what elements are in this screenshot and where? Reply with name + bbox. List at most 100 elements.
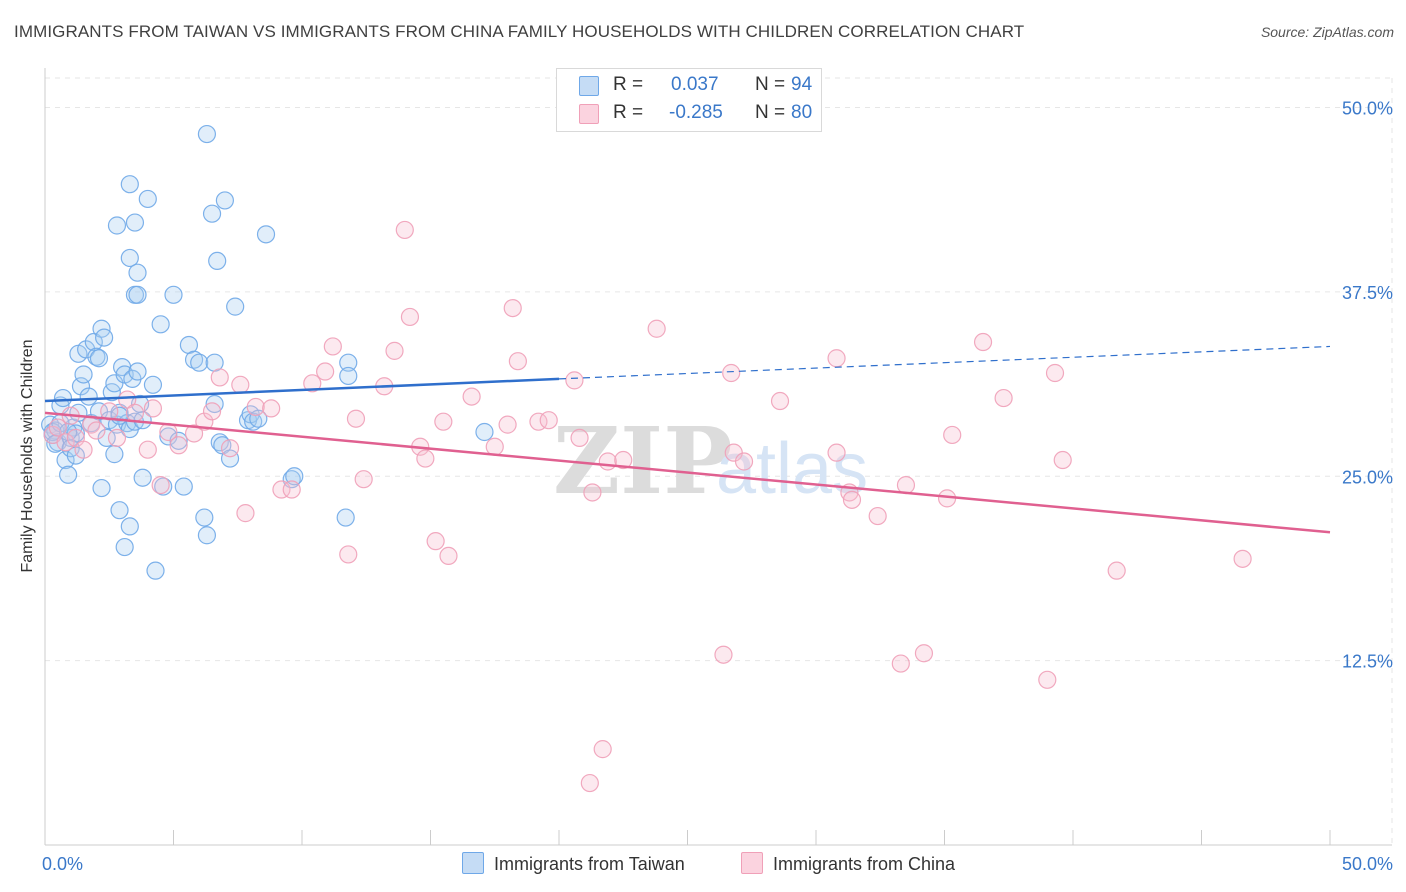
china-point (202, 402, 222, 421)
china-point (827, 443, 846, 462)
r-value: 0.037 (671, 74, 719, 95)
china-point (827, 349, 846, 368)
chart-title: IMMIGRANTS FROM TAIWAN VS IMMIGRANTS FRO… (14, 22, 1025, 41)
taiwan-trend-line (44, 377, 560, 403)
taiwan-point (195, 508, 214, 527)
china-point (400, 307, 420, 327)
china-point (151, 476, 170, 495)
taiwan-point (77, 340, 96, 359)
taiwan-point (208, 251, 227, 270)
axes (44, 68, 1392, 846)
taiwan-point (92, 478, 111, 498)
china-point (107, 428, 127, 447)
china-point (485, 437, 504, 456)
china-point (272, 480, 291, 499)
x-tick-label-min: 0.0% (42, 854, 83, 874)
china-point (593, 740, 612, 759)
china-point (508, 352, 527, 371)
taiwan-point (146, 561, 165, 580)
r-label: R = (613, 74, 644, 95)
china-point (282, 480, 301, 499)
taiwan-point (174, 477, 193, 496)
y-tick-label: 25.0% (1342, 467, 1393, 487)
taiwan-point (107, 216, 127, 235)
china-point (614, 450, 633, 470)
taiwan-point (215, 191, 234, 210)
taiwan-point (151, 315, 170, 334)
taiwan-point (79, 387, 98, 406)
taiwan-point (197, 526, 217, 545)
r-label: R = (613, 102, 644, 123)
taiwan-point (95, 328, 114, 347)
series-china (43, 220, 1252, 793)
stats-legend: R = 0.037 N = 94 R = -0.285 N = 80 (556, 68, 822, 132)
china-point (914, 644, 934, 663)
taiwan-legend-label: Immigrants from Taiwan (494, 854, 685, 874)
n-value: 94 (791, 74, 813, 95)
china-point (498, 415, 517, 434)
china-point (868, 506, 887, 526)
taiwan-point (202, 204, 222, 223)
taiwan-point (138, 189, 157, 209)
legend-item-taiwan: Immigrants from Taiwan (462, 852, 685, 875)
series-taiwan (41, 124, 494, 580)
china-point (734, 452, 754, 471)
taiwan-point (74, 365, 93, 384)
china-point (354, 470, 373, 489)
china-point (434, 412, 453, 431)
china-point (539, 411, 558, 430)
china-point (395, 220, 414, 240)
china-point (583, 483, 602, 502)
china-point (184, 424, 204, 443)
taiwan-point (339, 353, 358, 372)
china-point (1107, 561, 1126, 580)
china-point (565, 371, 584, 390)
china-point (262, 399, 281, 418)
china-point (503, 299, 522, 318)
n-label: N = (755, 74, 786, 95)
taiwan-point (110, 501, 129, 520)
taiwan-point (285, 467, 304, 486)
china-point (220, 439, 240, 458)
taiwan-point (105, 445, 124, 464)
china-point (169, 436, 188, 455)
china-point (1053, 450, 1072, 470)
china-point (339, 545, 358, 564)
china-point (416, 449, 435, 468)
china-legend-label: Immigrants from China (773, 854, 956, 874)
taiwan-point (164, 285, 183, 304)
china-point (426, 532, 445, 551)
taiwan-point (133, 468, 152, 487)
china-trend-line (44, 411, 1331, 534)
china-point (125, 403, 145, 422)
china-point (56, 433, 75, 452)
taiwan-point (120, 175, 139, 194)
taiwan-point (244, 412, 263, 431)
taiwan-point (115, 537, 134, 557)
taiwan-point (339, 366, 358, 386)
taiwan-trend-extension (558, 345, 1331, 380)
china-point (647, 319, 666, 338)
china-point (316, 362, 335, 381)
china-point (570, 428, 589, 447)
taiwan-point (56, 450, 75, 470)
china-point (143, 399, 163, 418)
trend-lines (44, 345, 1331, 534)
china-point (48, 418, 67, 437)
taiwan-point (128, 263, 147, 282)
china-point (138, 440, 157, 459)
taiwan-point (128, 362, 147, 381)
china-point (462, 387, 481, 406)
china-point (231, 375, 250, 394)
china-point (303, 374, 322, 393)
china-point (385, 341, 404, 360)
china-point (943, 425, 962, 445)
taiwan-point (256, 225, 276, 244)
y-tick-label: 37.5% (1342, 283, 1393, 303)
china-point (1038, 670, 1057, 689)
taiwan-point (89, 349, 109, 368)
china-point (580, 773, 599, 793)
tick-labels: 12.5% 25.0% 37.5% 50.0% 0.0% 50.0% (42, 99, 1393, 875)
taiwan-point (120, 517, 139, 536)
